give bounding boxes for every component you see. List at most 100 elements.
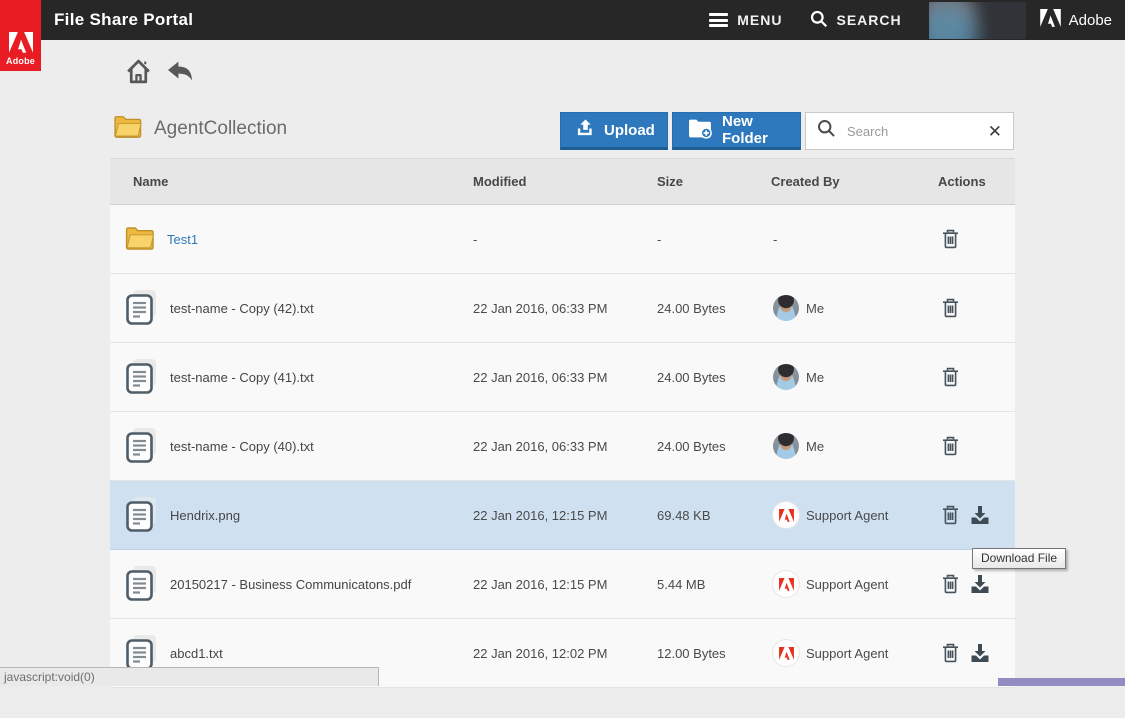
search-label: SEARCH: [836, 12, 902, 28]
delete-icon[interactable]: [942, 367, 959, 387]
file-name[interactable]: test-name - Copy (42).txt: [170, 300, 314, 316]
table-row-selected[interactable]: Hendrix.png 22 Jan 2016, 12:15 PM 69.48 …: [110, 481, 1015, 550]
user-avatar[interactable]: [928, 2, 1026, 39]
size-value: 24.00 Bytes: [657, 300, 726, 316]
delete-icon[interactable]: [942, 298, 959, 318]
horizontal-scrollbar-thumb[interactable]: [998, 678, 1125, 686]
user-photo-avatar: [773, 295, 799, 321]
column-header-actions: Actions: [938, 174, 986, 189]
size-value: 24.00 Bytes: [657, 438, 726, 454]
folder-icon: [112, 114, 143, 144]
collection-header: AgentCollection: [112, 114, 287, 144]
size-value: 24.00 Bytes: [657, 369, 726, 385]
modified-value: 22 Jan 2016, 06:33 PM: [473, 300, 608, 316]
download-icon[interactable]: [970, 574, 990, 594]
collection-title: AgentCollection: [154, 118, 288, 139]
modified-value: -: [473, 231, 478, 247]
size-value: 69.48 KB: [657, 507, 711, 523]
created-by-value: Me: [806, 438, 825, 454]
modified-value: 22 Jan 2016, 06:33 PM: [473, 369, 608, 385]
support-agent-avatar: [773, 640, 799, 666]
delete-icon[interactable]: [942, 574, 959, 594]
size-value: -: [657, 231, 662, 247]
support-agent-avatar: [773, 571, 799, 597]
modified-value: 22 Jan 2016, 12:15 PM: [473, 507, 608, 523]
delete-icon[interactable]: [942, 436, 959, 456]
created-by-value: Support Agent: [806, 645, 889, 661]
page-title: File Share Portal: [54, 10, 194, 29]
support-agent-avatar: [773, 502, 799, 528]
modified-value: 22 Jan 2016, 12:15 PM: [473, 576, 608, 592]
download-tooltip: Download File: [972, 548, 1067, 569]
upload-button[interactable]: Upload: [560, 112, 668, 150]
column-header-created-by[interactable]: Created By: [771, 174, 840, 189]
created-by-value: -: [773, 231, 778, 247]
file-name[interactable]: test-name - Copy (40).txt: [170, 438, 314, 454]
table-row[interactable]: 20150217 - Business Communicatons.pdf 22…: [110, 550, 1015, 619]
column-header-size[interactable]: Size: [657, 174, 684, 189]
file-table: Name Modified Size Created By Actions Te…: [110, 158, 1015, 718]
search-input[interactable]: [845, 122, 979, 140]
download-icon[interactable]: [970, 643, 990, 663]
table-row[interactable]: test-name - Copy (40).txt 22 Jan 2016, 0…: [110, 412, 1015, 481]
column-header-name[interactable]: Name: [133, 174, 169, 189]
menu-label: MENU: [737, 12, 783, 28]
adobe-brand[interactable]: Adobe: [1039, 9, 1112, 31]
new-folder-button-label: New Folder: [722, 113, 768, 147]
file-name[interactable]: test-name - Copy (41).txt: [170, 369, 314, 385]
delete-icon[interactable]: [942, 505, 959, 525]
created-by-value: Support Agent: [806, 576, 889, 592]
file-icon: [124, 358, 158, 397]
search-icon: [810, 10, 828, 31]
menu-button[interactable]: MENU: [709, 11, 782, 30]
table-row[interactable]: test-name - Copy (42).txt 22 Jan 2016, 0…: [110, 274, 1015, 343]
folder-icon: [124, 225, 155, 254]
new-folder-button[interactable]: New Folder: [672, 112, 801, 150]
search-box-icon: [817, 119, 836, 143]
clear-search-icon[interactable]: ✕: [987, 121, 1002, 141]
created-by-value: Support Agent: [806, 507, 889, 523]
folder-name-link[interactable]: Test1: [167, 231, 199, 247]
upload-button-label: Upload: [604, 121, 655, 139]
created-by-value: Me: [806, 300, 825, 316]
file-icon: [124, 427, 158, 466]
search-menu-button[interactable]: SEARCH: [810, 10, 902, 31]
delete-icon[interactable]: [942, 643, 959, 663]
file-name[interactable]: Hendrix.png: [170, 507, 241, 523]
modified-value: 22 Jan 2016, 06:33 PM: [473, 438, 608, 454]
created-by-value: Me: [806, 369, 825, 385]
size-value: 12.00 Bytes: [657, 645, 726, 661]
adobe-logo-icon: [1039, 9, 1061, 31]
user-photo-avatar: [773, 433, 799, 459]
search-box: ✕: [805, 112, 1014, 150]
file-share-portal-page: File Share Portal MENU SEARCH: [0, 0, 1125, 688]
adobe-corner-logo[interactable]: Adobe: [0, 0, 41, 71]
table-row[interactable]: test-name - Copy (41).txt 22 Jan 2016, 0…: [110, 343, 1015, 412]
hamburger-icon: [709, 11, 729, 30]
size-value: 5.44 MB: [657, 576, 706, 592]
user-avatar-photo: [928, 2, 1001, 39]
modified-value: 22 Jan 2016, 12:02 PM: [473, 645, 608, 661]
user-photo-avatar: [773, 364, 799, 390]
column-header-modified[interactable]: Modified: [473, 174, 527, 189]
adobe-corner-label: Adobe: [6, 56, 35, 66]
back-icon[interactable]: [167, 60, 194, 83]
file-icon: [124, 289, 158, 328]
file-name[interactable]: abcd1.txt: [170, 645, 223, 661]
top-header-bar: File Share Portal MENU SEARCH: [0, 0, 1125, 40]
breadcrumb-nav: [126, 58, 194, 85]
upload-icon: [576, 119, 595, 141]
header-right-group: MENU SEARCH: [709, 0, 1125, 40]
file-icon: [124, 565, 158, 604]
table-header-row: Name Modified Size Created By Actions: [110, 158, 1015, 205]
status-bar-link-preview: javascript:void(0): [0, 667, 379, 686]
file-name[interactable]: 20150217 - Business Communicatons.pdf: [170, 576, 412, 592]
table-row[interactable]: Test1 - - -: [110, 205, 1015, 274]
new-folder-icon: [688, 118, 713, 143]
home-icon[interactable]: [126, 58, 151, 85]
download-icon[interactable]: [970, 505, 990, 525]
adobe-a-icon: [8, 32, 33, 53]
delete-icon[interactable]: [942, 229, 959, 249]
adobe-brand-label: Adobe: [1068, 11, 1112, 29]
file-icon: [124, 496, 158, 535]
